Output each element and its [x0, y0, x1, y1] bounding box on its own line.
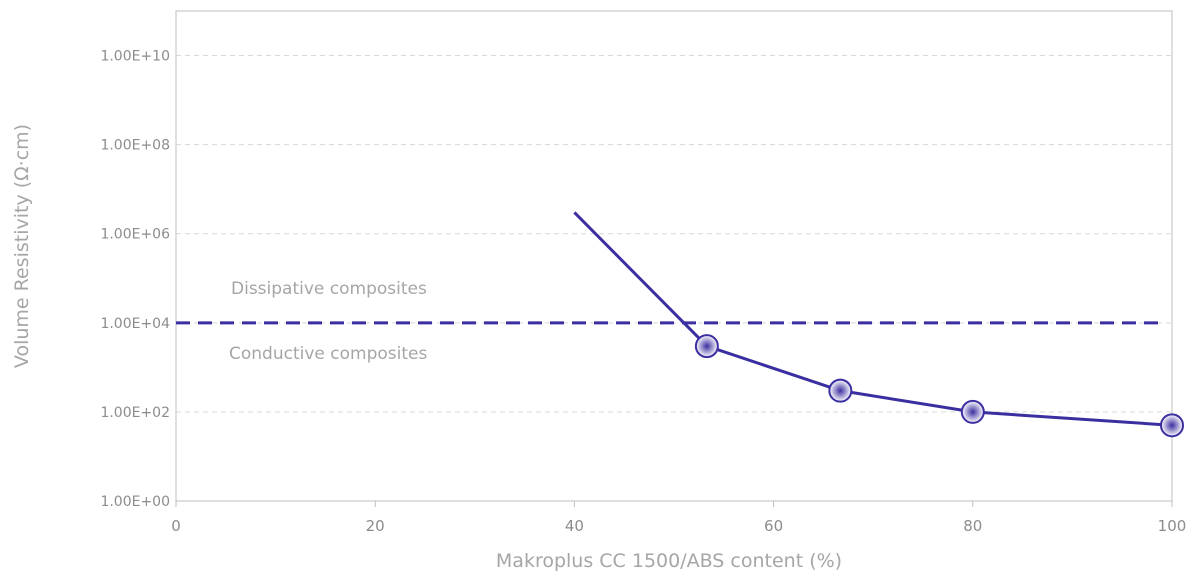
annotation-dissipative: Dissipative composites: [231, 279, 427, 299]
y-tick-label: 1.00E+06: [100, 227, 170, 243]
y-tick-label: 1.00E+08: [100, 138, 170, 154]
y-tick-label: 1.00E+02: [100, 405, 170, 421]
x-tick-label: 0: [171, 517, 181, 535]
x-tick-label: 100: [1158, 517, 1187, 535]
y-axis-ticks: 1.00E+00 1.00E+02 1.00E+04 1.00E+06 1.00E+08…: [100, 49, 170, 510]
data-point: [828, 378, 853, 403]
data-point: [694, 334, 719, 359]
series: [573, 211, 1184, 438]
plot-area-border: [175, 10, 1173, 502]
x-axis-ticks: 0 20 40 60 80 100: [171, 501, 1186, 535]
y-tick-label: 1.00E+10: [100, 49, 170, 65]
y-tick-label: 1.00E+04: [100, 316, 170, 332]
x-tick-label: 40: [565, 517, 584, 535]
x-tick-label: 60: [764, 517, 783, 535]
y-axis-label: Volume Resistivity (Ω·cm): [11, 124, 33, 368]
x-tick-label: 80: [963, 517, 982, 535]
series-line: [573, 211, 1173, 427]
x-tick-label: 20: [366, 517, 385, 535]
data-point: [960, 399, 985, 424]
y-tick-label: 1.00E+00: [100, 494, 170, 510]
annotation-conductive: Conductive composites: [229, 344, 427, 364]
x-axis-label: Makroplus CC 1500/ABS content (%): [496, 550, 842, 572]
data-point: [1160, 413, 1184, 438]
